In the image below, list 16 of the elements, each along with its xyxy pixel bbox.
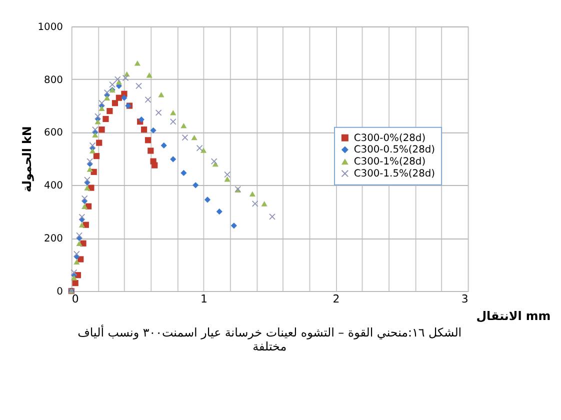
y-tick-label: 800 <box>44 74 63 86</box>
y-tick-label: 1000 <box>38 22 63 33</box>
y-tick-label: 200 <box>44 234 63 245</box>
y-tick-label: 600 <box>44 128 63 139</box>
legend-label: C300-0%(28d) <box>354 132 426 144</box>
legend-label: C300-1%(28d) <box>354 156 426 168</box>
x-tick-label: 2 <box>332 292 340 306</box>
legend-label: C300-0.5%(28d) <box>354 144 436 156</box>
x-tick-label: 1 <box>200 292 208 306</box>
legend-label: C300-1.5%(28d) <box>354 168 436 180</box>
x-axis-title: الانتقال mm <box>476 309 551 324</box>
text: الشكل ١٦:منحني القوة – التشوه لعينات خرسانة عيار اسمنت٣٠٠ ونسب ألياف مختلفة <box>78 324 462 354</box>
y-tick-label: 400 <box>44 180 63 192</box>
y-axis-title: الحمولة kN <box>20 126 34 192</box>
x-tick-label: 0 <box>72 292 79 306</box>
x-tick-label: 3 <box>461 292 468 306</box>
